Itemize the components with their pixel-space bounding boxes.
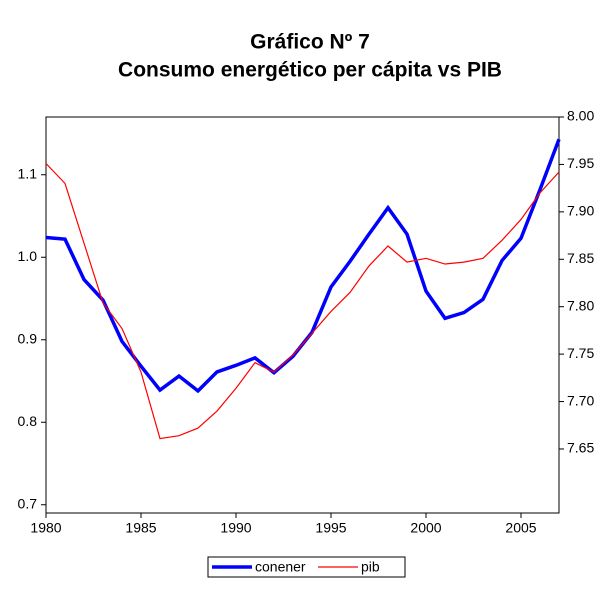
x-tick-label: 1985 bbox=[125, 520, 156, 536]
x-tick-label: 1990 bbox=[220, 520, 251, 536]
x-tick-label: 1995 bbox=[315, 520, 346, 536]
chart-title: Gráfico Nº 7 bbox=[250, 31, 370, 54]
y-tick-label: 0.7 bbox=[18, 495, 38, 511]
y2-tick-label: 7.95 bbox=[567, 155, 594, 171]
x-tick-label: 2005 bbox=[505, 520, 536, 536]
legend-box bbox=[207, 556, 406, 578]
y-tick-label: 0.8 bbox=[18, 413, 38, 429]
y2-tick-label: 7.90 bbox=[567, 203, 594, 219]
series-line bbox=[45, 138, 561, 394]
y2-tick-label: 7.65 bbox=[567, 440, 594, 456]
y2-tick-label: 7.80 bbox=[567, 297, 594, 313]
y2-tick-label: 7.85 bbox=[567, 250, 594, 266]
legend-label: conener bbox=[255, 559, 306, 575]
y-tick-label: 1.1 bbox=[18, 165, 38, 181]
plot-frame bbox=[45, 116, 560, 514]
y2-tick-label: 8.00 bbox=[567, 108, 594, 124]
y2-tick-label: 7.75 bbox=[567, 345, 594, 361]
y-tick-label: 0.9 bbox=[18, 330, 38, 346]
chart-subtitle: Consumo energético per cápita vs PIB bbox=[118, 59, 502, 82]
y2-tick-label: 7.70 bbox=[567, 392, 594, 408]
legend-label: pib bbox=[361, 559, 380, 575]
x-tick-label: 2000 bbox=[410, 520, 441, 536]
x-tick-label: 1980 bbox=[30, 520, 61, 536]
y-tick-label: 1.0 bbox=[18, 248, 38, 264]
series-line bbox=[45, 163, 560, 440]
